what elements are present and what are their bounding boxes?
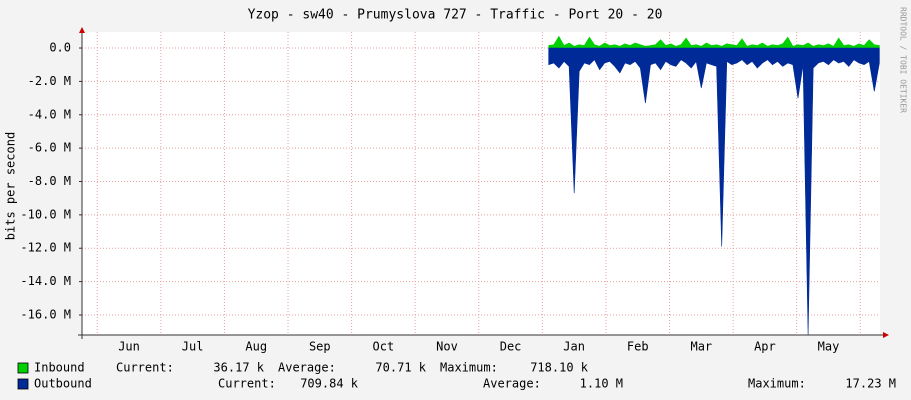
legend-stat-value: 70.71 k (375, 361, 426, 375)
x-arrow (883, 332, 889, 338)
y-tick-label: -6.0 M (28, 141, 71, 155)
x-tick-label: Jun (118, 340, 140, 354)
legend-stat-value: 36.17 k (213, 361, 264, 375)
legend-stat-value: 17.23 M (845, 377, 896, 391)
legend-stat-label: Current: (218, 377, 276, 391)
y-arrow (79, 27, 85, 33)
x-tick-label: Feb (627, 340, 649, 354)
marks (548, 35, 880, 336)
legend-stat-label: Average: (483, 377, 541, 391)
y-tick-label: -10.0 M (20, 207, 71, 221)
y-tick-label: -12.0 M (20, 241, 71, 255)
area (548, 47, 880, 336)
legend-stat-value: 1.10 M (580, 377, 623, 391)
legend-stat-label: Average: (278, 361, 336, 375)
y-tick-label: -2.0 M (28, 74, 71, 88)
x-tick-label: Dec (500, 340, 522, 354)
legend-swatch (17, 362, 29, 374)
legend-stat-label: Current: (116, 361, 174, 375)
x-tick-label: Oct (373, 340, 395, 354)
plot-area (82, 32, 880, 335)
x-tick-label: May (818, 340, 840, 354)
legend-label: Outbound (34, 377, 92, 391)
chart-title: Yzop - sw40 - Prumyslova 727 - Traffic -… (248, 8, 663, 23)
x-tick-label: Jul (182, 340, 204, 354)
y-tick-label: -14.0 M (20, 274, 71, 288)
grid: 0.0 -2.0 M -4.0 M -6.0 M -8.0 M -10.0 M -12.0 … (20, 32, 880, 354)
x-tick-label: Mar (690, 340, 712, 354)
y-tick-label: -16.0 M (20, 307, 71, 321)
y-tick-label: -8.0 M (28, 174, 71, 188)
side-label: RRDTOOL / TOBI OETIKER (899, 7, 908, 113)
y-tick-label: 0.0 (49, 41, 71, 55)
legend-stat-label: Maximum: (440, 361, 498, 375)
legend-swatch (17, 378, 29, 390)
x-tick-label: Sep (309, 340, 331, 354)
legend-stat-value: 709.84 k (300, 377, 359, 391)
x-tick-label: Apr (754, 340, 776, 354)
y-axis-label: bits per second (4, 132, 18, 240)
legend-label: Inbound (34, 361, 85, 375)
x-tick-label: Jan (563, 340, 585, 354)
y-tick-label: -4.0 M (28, 107, 71, 121)
legend-stat-label: Maximum: (748, 377, 806, 391)
legend-stat-value: 718.10 k (530, 361, 589, 375)
x-tick-label: Aug (245, 340, 267, 354)
area (548, 35, 880, 49)
x-tick-label: Nov (436, 340, 458, 354)
legend: Inbound Current: 36.17 k Average: 70.71 k Max… (17, 361, 896, 391)
